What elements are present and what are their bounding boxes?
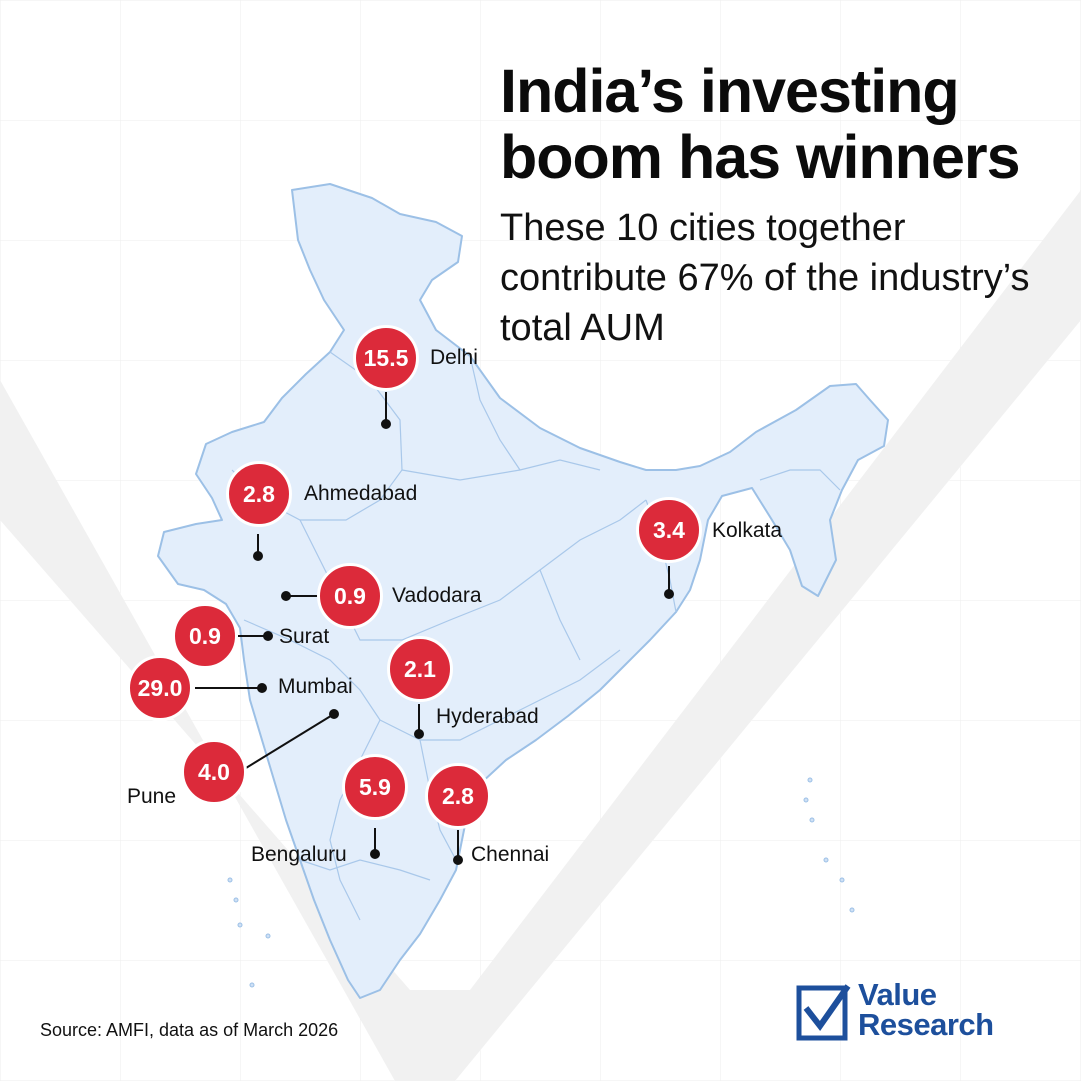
- checkbox-check-icon: [796, 984, 851, 1041]
- ahmedabad-dot: [253, 551, 263, 561]
- delhi-label: Delhi: [430, 346, 478, 369]
- pune-aum-bubble: 4.0: [181, 739, 247, 805]
- ahmedabad-aum-bubble: 2.8: [226, 461, 292, 527]
- bengaluru-dot: [370, 849, 380, 859]
- surat-aum-bubble: 0.9: [172, 603, 238, 669]
- ahmedabad-label: Ahmedabad: [304, 482, 418, 505]
- vadodara-dot: [281, 591, 291, 601]
- page-title: India’s investing boom has winners: [500, 57, 1021, 191]
- pune-connector: [245, 713, 335, 769]
- delhi-dot: [381, 419, 391, 429]
- chennai-dot: [453, 855, 463, 865]
- pune-label: Pune: [127, 785, 177, 808]
- hyderabad-label: Hyderabad: [436, 705, 539, 728]
- source-note: Source: AMFI, data as of March 2026: [40, 1020, 339, 1040]
- kolkata-aum-bubble: 3.4: [636, 497, 702, 563]
- hyderabad-aum-bubble: 2.1: [387, 636, 453, 702]
- mumbai-aum-bubble: 29.0: [127, 655, 193, 721]
- vadodara-aum-bubble: 0.9: [317, 563, 383, 629]
- mumbai-dot: [257, 683, 267, 693]
- subtitle: These 10 cities together contribute 67% …: [500, 207, 1030, 349]
- pune-dot: [329, 709, 339, 719]
- hyderabad-dot: [414, 729, 424, 739]
- india-outline: [157, 183, 889, 999]
- bengaluru-aum-bubble: 5.9: [342, 754, 408, 820]
- delhi-aum-bubble: 15.5: [353, 325, 419, 391]
- chennai-label: Chennai: [471, 843, 550, 866]
- surat-label: Surat: [279, 625, 330, 648]
- islands: [227, 777, 855, 988]
- vadodara-label: Vadodara: [392, 584, 482, 607]
- logo-text: Value Research: [858, 977, 994, 1042]
- logo-line-2: Research: [858, 1007, 994, 1042]
- kolkata-label: Kolkata: [712, 519, 783, 542]
- surat-dot: [263, 631, 273, 641]
- mumbai-label: Mumbai: [278, 675, 353, 698]
- bengaluru-label: Bengaluru: [251, 843, 347, 866]
- diagonal-band: [0, 190, 1081, 1081]
- logo-line-1: Value: [858, 977, 937, 1012]
- kolkata-dot: [664, 589, 674, 599]
- value-research-logo: Value Research: [796, 977, 1066, 1050]
- chennai-aum-bubble: 2.8: [425, 763, 491, 829]
